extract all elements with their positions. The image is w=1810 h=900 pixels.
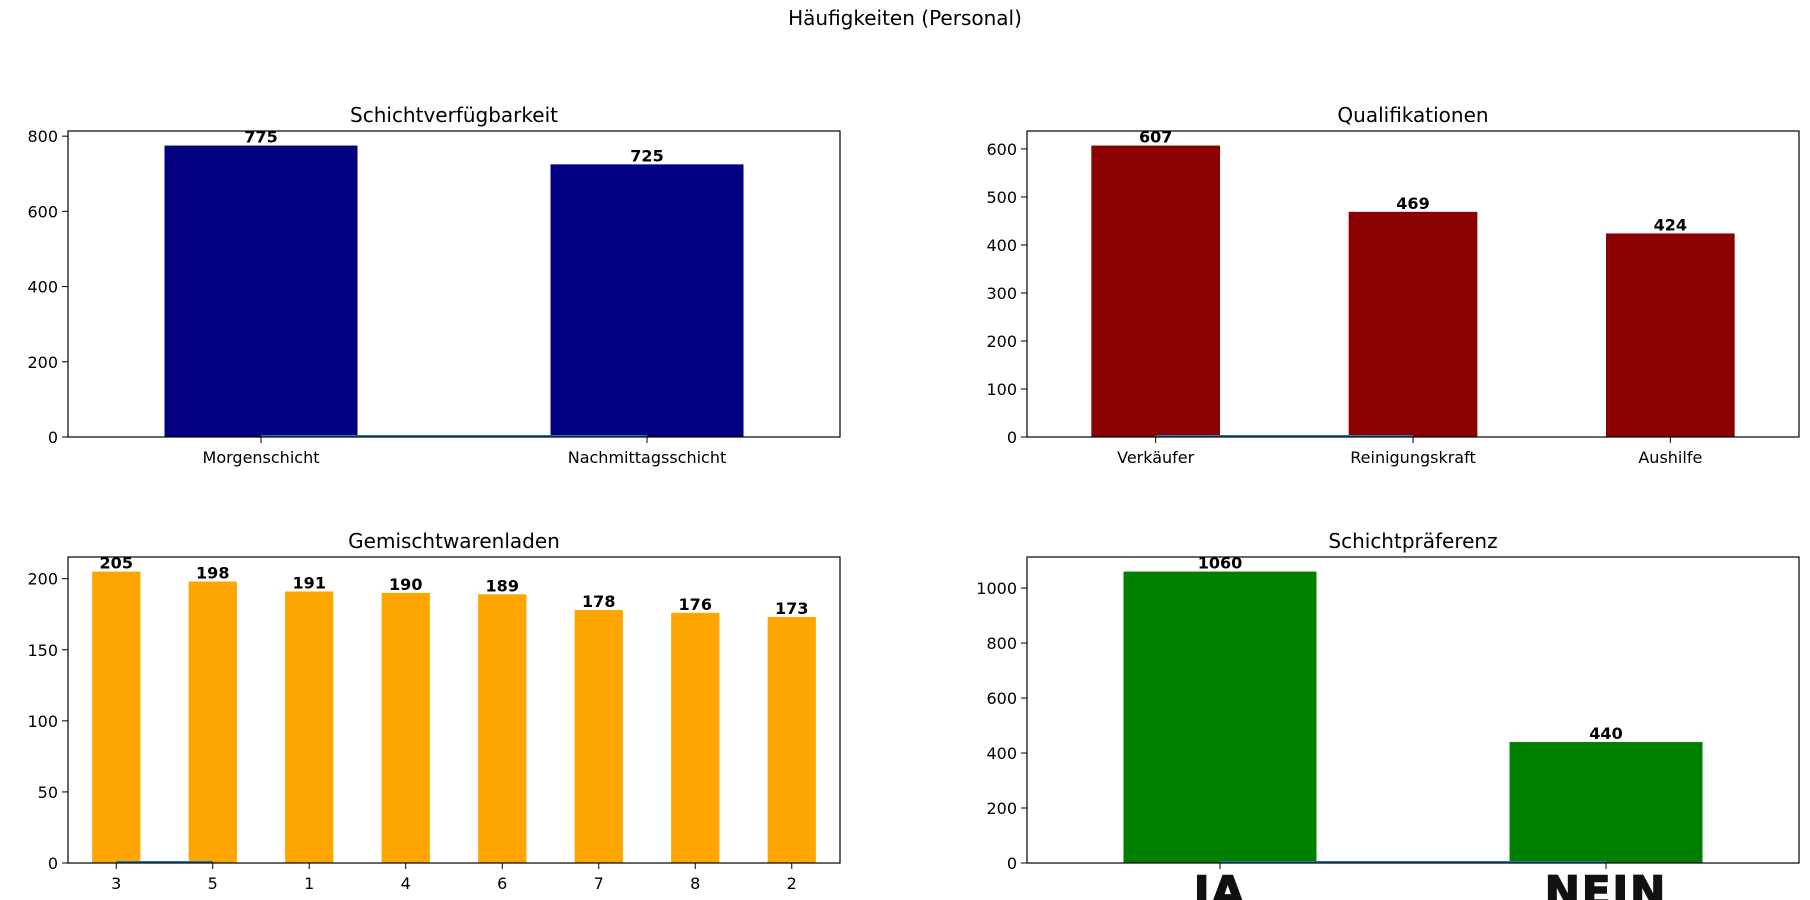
- y-tick-label: 400: [986, 744, 1017, 763]
- x-tick-label: 4: [401, 874, 411, 893]
- x-tick-label: Nachmittagsschicht: [568, 448, 727, 467]
- bar-value-label: 775: [244, 128, 277, 147]
- bar: [550, 164, 744, 437]
- bar-value-label: 469: [1396, 194, 1429, 213]
- x-tick-label: 1: [304, 874, 314, 893]
- subplot-1: Schichtverfügbarkeit 775 725 0 200 400 600 800 M…: [27, 103, 841, 467]
- y-tick-label: 400: [986, 236, 1017, 255]
- y-tick-label: 150: [27, 641, 58, 660]
- subplot-title: Qualifikationen: [1337, 103, 1488, 127]
- bar-value-label: 178: [582, 592, 615, 611]
- bar: [767, 617, 816, 863]
- subplot-2: Qualifikationen 607 469 424 0 100 200 300 400 500…: [986, 103, 1800, 467]
- x-tick-label: Reinigungskraft: [1350, 448, 1475, 467]
- x-tick-label: Morgenschicht: [203, 448, 320, 467]
- bar: [381, 592, 430, 863]
- x-tick-label: 5: [208, 874, 218, 893]
- y-tick-label: 600: [986, 689, 1017, 708]
- bar-value-label: 205: [100, 554, 133, 573]
- y-tick-label: 500: [986, 188, 1017, 207]
- figure-suptitle: Häufigkeiten (Personal): [788, 6, 1022, 30]
- bar-value-label: 725: [630, 146, 663, 165]
- x-tick-label: Aushilfe: [1638, 448, 1702, 467]
- axes-frame: [67, 556, 841, 864]
- x-tick-label: 3: [111, 874, 121, 893]
- y-tick-label: 0: [1007, 428, 1017, 447]
- bar: [1348, 211, 1478, 437]
- bar: [188, 581, 237, 863]
- bar-value-label: 424: [1654, 215, 1687, 234]
- bar: [1123, 571, 1317, 863]
- axes-frame: [67, 130, 841, 438]
- y-tick-label: 200: [986, 799, 1017, 818]
- y-tick-label: 300: [986, 284, 1017, 303]
- y-tick-label: 200: [27, 570, 58, 589]
- x-tick-label-handwritten: NEIN: [1545, 867, 1668, 900]
- bar: [1091, 145, 1220, 438]
- bar: [164, 145, 358, 438]
- x-tick-label: 2: [787, 874, 797, 893]
- y-tick-label: 800: [27, 127, 58, 146]
- bar: [92, 571, 141, 863]
- y-tick-label: 1000: [976, 579, 1017, 598]
- y-tick-label: 200: [27, 353, 58, 372]
- subplot-title: Gemischtwarenladen: [348, 529, 560, 553]
- x-tick-label: 8: [690, 874, 700, 893]
- y-tick-label: 800: [986, 634, 1017, 653]
- x-tick-label-handwritten: JA: [1191, 867, 1246, 900]
- subplot-4: Schichtpräferenz 1060 440 0 200 400 600 800 1000…: [976, 529, 1800, 900]
- y-tick-label: 600: [27, 202, 58, 221]
- subplot-title: Schichtverfügbarkeit: [350, 103, 558, 127]
- bar: [285, 591, 334, 863]
- bar: [574, 609, 623, 863]
- subplot-title: Schichtpräferenz: [1328, 529, 1497, 553]
- x-tick-label: 6: [497, 874, 507, 893]
- bar: [671, 612, 720, 863]
- bar-value-label: 440: [1589, 724, 1622, 743]
- y-tick-label: 100: [986, 380, 1017, 399]
- y-tick-label: 0: [48, 854, 58, 873]
- bar-value-label: 173: [775, 599, 808, 618]
- y-tick-label: 50: [38, 783, 58, 802]
- bar-value-label: 1060: [1198, 554, 1243, 573]
- y-tick-label: 100: [27, 712, 58, 731]
- bar: [1606, 233, 1735, 437]
- x-tick-label: Verkäufer: [1117, 448, 1195, 467]
- bar-value-label: 191: [293, 573, 326, 592]
- y-tick-label: 200: [986, 332, 1017, 351]
- bar-value-label: 607: [1139, 128, 1172, 147]
- y-tick-label: 0: [48, 428, 58, 447]
- bar-value-label: 198: [196, 564, 229, 583]
- bar: [1509, 742, 1703, 863]
- bar-value-label: 189: [486, 576, 519, 595]
- y-tick-label: 0: [1007, 854, 1017, 873]
- bar-value-label: 190: [389, 575, 422, 594]
- bar: [478, 594, 527, 863]
- y-tick-label: 400: [27, 278, 58, 297]
- bar-value-label: 176: [679, 595, 712, 614]
- y-tick-label: 600: [986, 140, 1017, 159]
- x-tick-label: 7: [594, 874, 604, 893]
- axes-frame: [1026, 556, 1800, 864]
